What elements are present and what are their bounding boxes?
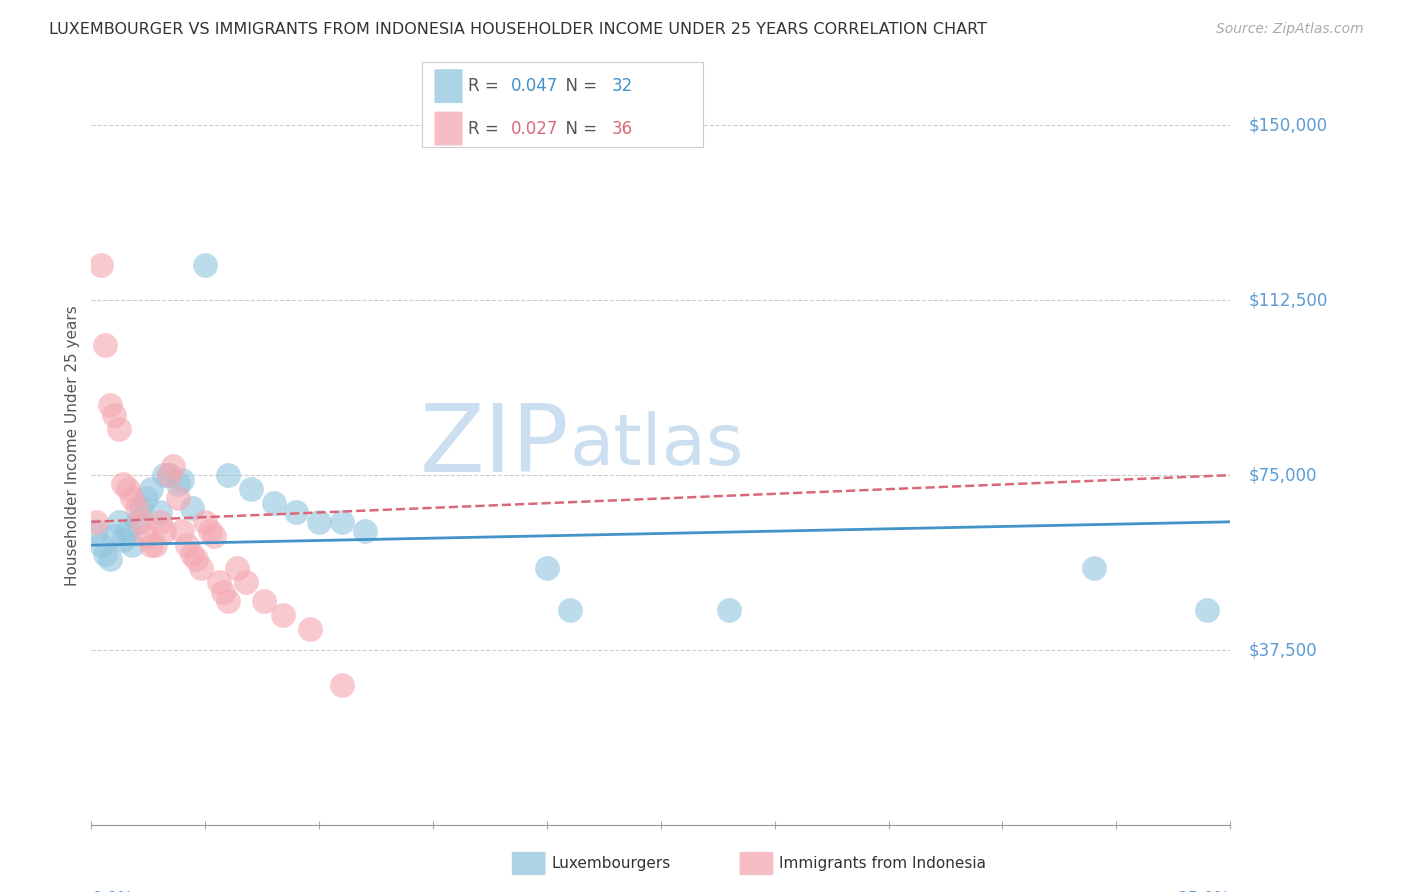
Point [84, 515, 107, 529]
Text: atlas: atlas [569, 411, 744, 481]
Point [157, 468, 180, 483]
Point [94, 337, 117, 351]
Point [330, 515, 353, 529]
Point [135, 491, 157, 506]
Point [125, 515, 148, 529]
Text: $150,000: $150,000 [1249, 116, 1327, 134]
Text: $37,500: $37,500 [1249, 641, 1317, 659]
Text: 0.027: 0.027 [510, 120, 558, 137]
Point [112, 533, 135, 548]
Text: 0.047: 0.047 [510, 78, 558, 95]
Point [235, 575, 257, 590]
Point [253, 594, 276, 608]
Point [558, 603, 581, 617]
Point [98, 398, 121, 412]
Point [135, 529, 157, 543]
Text: $75,000: $75,000 [1249, 467, 1317, 484]
Point [139, 538, 162, 552]
Text: 25.0%: 25.0% [1178, 890, 1230, 892]
Point [1197, 603, 1219, 617]
Point [149, 515, 172, 529]
Point [107, 421, 129, 435]
Point [157, 468, 180, 483]
Point [353, 524, 375, 538]
Text: Luxembourgers: Luxembourgers [551, 856, 671, 871]
Point [143, 538, 166, 552]
Point [271, 608, 294, 623]
Point [718, 603, 741, 617]
Text: 32: 32 [612, 78, 633, 95]
Point [202, 529, 225, 543]
Point [167, 477, 190, 491]
Point [198, 524, 221, 538]
Point [94, 548, 117, 562]
Point [89, 538, 111, 552]
Point [194, 515, 217, 529]
Y-axis label: Householder Income Under 25 years: Householder Income Under 25 years [65, 306, 80, 586]
Point [1083, 561, 1105, 575]
Point [285, 506, 308, 520]
Point [153, 524, 176, 538]
Point [117, 524, 139, 538]
Point [239, 482, 262, 496]
Point [172, 473, 194, 487]
Point [194, 258, 217, 272]
Point [536, 561, 558, 575]
Point [153, 468, 176, 483]
Text: 0.0%: 0.0% [91, 890, 134, 892]
Point [98, 552, 121, 566]
Point [180, 500, 202, 515]
Point [217, 468, 239, 483]
Point [308, 515, 330, 529]
Text: N =: N = [555, 78, 603, 95]
Point [186, 552, 208, 566]
Point [263, 496, 285, 510]
Text: R =: R = [468, 78, 505, 95]
Point [212, 584, 235, 599]
Point [208, 575, 231, 590]
Point [103, 408, 125, 422]
Point [112, 477, 135, 491]
Point [162, 458, 184, 473]
Text: LUXEMBOURGER VS IMMIGRANTS FROM INDONESIA HOUSEHOLDER INCOME UNDER 25 YEARS CORR: LUXEMBOURGER VS IMMIGRANTS FROM INDONESI… [49, 22, 987, 37]
Text: N =: N = [555, 120, 603, 137]
Text: R =: R = [468, 120, 505, 137]
Point [190, 561, 212, 575]
Point [330, 678, 353, 692]
Point [131, 500, 153, 515]
Point [167, 491, 190, 506]
Point [149, 506, 172, 520]
Point [139, 482, 162, 496]
Text: Immigrants from Indonesia: Immigrants from Indonesia [779, 856, 986, 871]
Text: Source: ZipAtlas.com: Source: ZipAtlas.com [1216, 22, 1364, 37]
Point [131, 515, 153, 529]
Point [176, 538, 198, 552]
Point [172, 524, 194, 538]
Point [299, 622, 322, 636]
Point [226, 561, 249, 575]
Point [103, 529, 125, 543]
Point [107, 515, 129, 529]
Text: ZIP: ZIP [420, 400, 569, 492]
Point [117, 482, 139, 496]
Point [121, 538, 143, 552]
Text: 36: 36 [612, 120, 633, 137]
Point [89, 258, 111, 272]
Point [180, 548, 202, 562]
Point [121, 491, 143, 506]
Point [217, 594, 239, 608]
Text: $112,500: $112,500 [1249, 291, 1327, 310]
Point [125, 500, 148, 515]
Point [84, 524, 107, 538]
